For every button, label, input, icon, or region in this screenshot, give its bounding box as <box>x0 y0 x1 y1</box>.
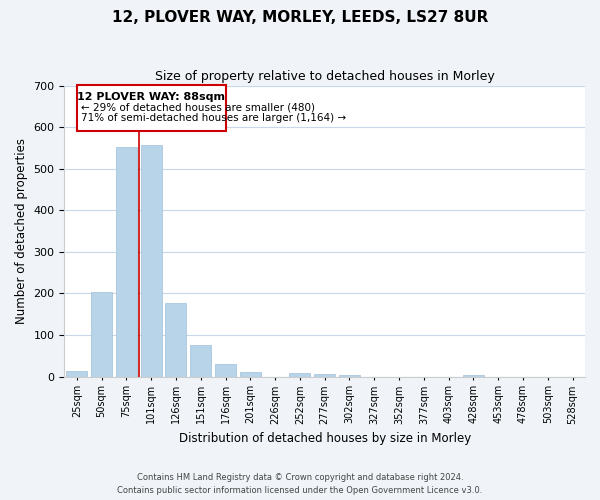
Title: Size of property relative to detached houses in Morley: Size of property relative to detached ho… <box>155 70 494 83</box>
Bar <box>314 374 335 376</box>
Text: 12 PLOVER WAY: 88sqm: 12 PLOVER WAY: 88sqm <box>77 92 225 102</box>
Bar <box>91 292 112 376</box>
Bar <box>140 145 162 376</box>
Bar <box>166 302 187 376</box>
Bar <box>240 372 261 376</box>
Bar <box>463 375 484 376</box>
Bar <box>289 373 310 376</box>
Bar <box>66 371 88 376</box>
Bar <box>116 146 137 376</box>
Text: 12, PLOVER WAY, MORLEY, LEEDS, LS27 8UR: 12, PLOVER WAY, MORLEY, LEEDS, LS27 8UR <box>112 10 488 25</box>
Text: 71% of semi-detached houses are larger (1,164) →: 71% of semi-detached houses are larger (… <box>80 112 346 122</box>
Bar <box>215 364 236 376</box>
Bar <box>190 344 211 376</box>
Text: Contains HM Land Registry data © Crown copyright and database right 2024.
Contai: Contains HM Land Registry data © Crown c… <box>118 474 482 495</box>
X-axis label: Distribution of detached houses by size in Morley: Distribution of detached houses by size … <box>179 432 471 445</box>
Text: ← 29% of detached houses are smaller (480): ← 29% of detached houses are smaller (48… <box>80 102 314 112</box>
Y-axis label: Number of detached properties: Number of detached properties <box>15 138 28 324</box>
FancyBboxPatch shape <box>77 84 226 132</box>
